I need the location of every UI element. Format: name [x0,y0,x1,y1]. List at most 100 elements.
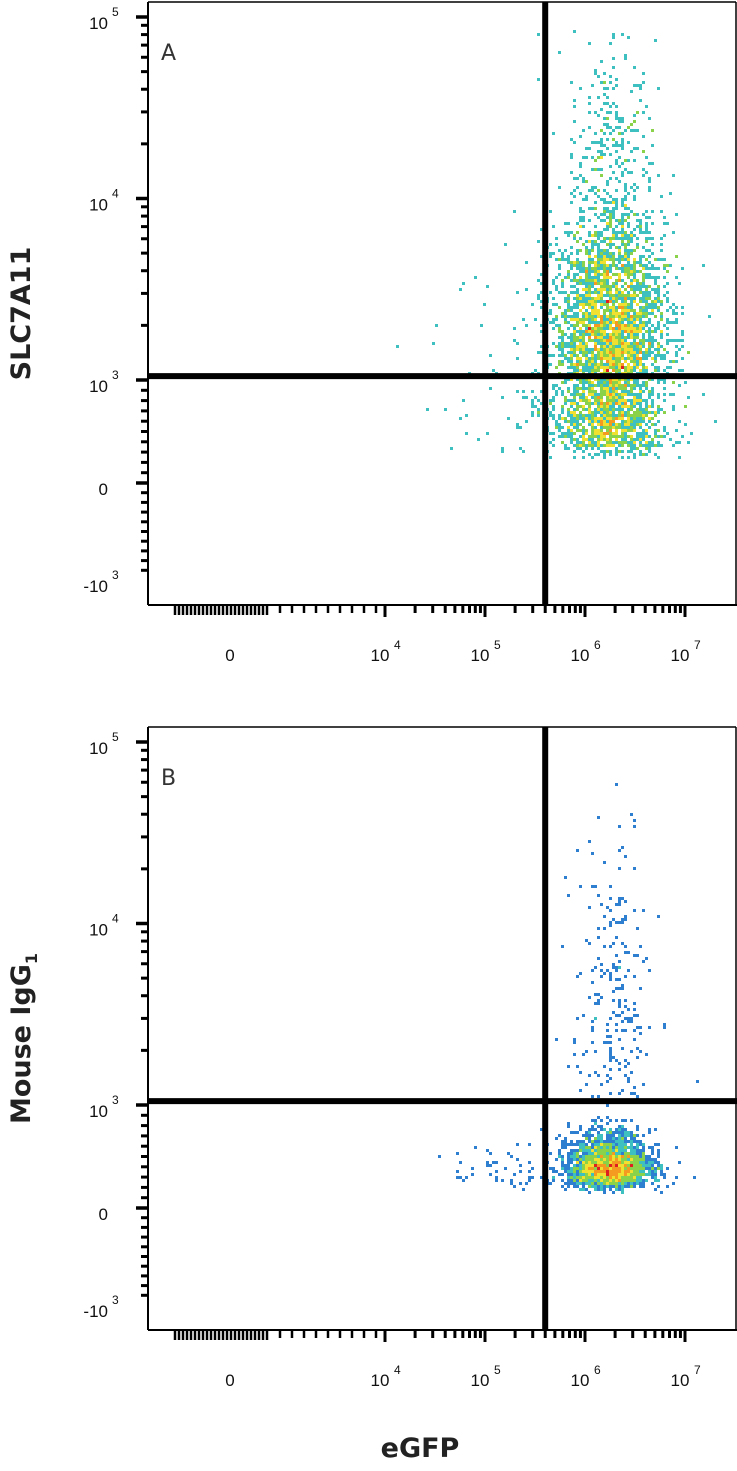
scatter-point [621,201,624,204]
scatter-point [642,1143,645,1146]
scatter-point [645,171,648,174]
scatter-point [549,411,552,414]
scatter-point [642,1158,645,1161]
scatter-point [579,333,582,336]
scatter-point [612,414,615,417]
scatter-point [456,1170,459,1173]
scatter-point [651,363,654,366]
scatter-point [594,366,597,369]
scatter-point [585,1179,588,1182]
scatter-point [651,438,654,441]
scatter-point [642,279,645,282]
scatter-point [558,330,561,333]
scatter-point [633,438,636,441]
scatter-point [621,444,624,447]
scatter-point [432,342,435,345]
scatter-point [609,252,612,255]
scatter-point [651,1182,654,1185]
scatter-point [630,315,633,318]
scatter-point [624,168,627,171]
y-tick-label: 0 [99,480,108,499]
scatter-point [531,414,534,417]
scatter-point [621,267,624,270]
scatter-point [579,1179,582,1182]
scatter-point [579,381,582,384]
scatter-point [591,84,594,87]
scatter-point [606,207,609,210]
scatter-point [609,288,612,291]
scatter-point [633,309,636,312]
scatter-point [621,336,624,339]
scatter-point [585,381,588,384]
scatter-point [522,318,525,321]
scatter-point [636,237,639,240]
scatter-point [585,357,588,360]
scatter-point [702,393,705,396]
scatter-point [567,432,570,435]
scatter-point [603,264,606,267]
scatter-point [603,309,606,312]
scatter-point [585,270,588,273]
scatter-point [645,228,648,231]
scatter-point [591,1170,594,1173]
scatter-point [561,390,564,393]
scatter-point [642,363,645,366]
scatter-point [591,423,594,426]
scatter-point [627,1155,630,1158]
scatter-point [624,243,627,246]
scatter-point [657,378,660,381]
scatter-point [600,351,603,354]
scatter-point [606,126,609,129]
scatter-point [615,294,618,297]
scatter-point [597,216,600,219]
scatter-point [573,1053,576,1056]
scatter-point [600,279,603,282]
scatter-point [516,426,519,429]
scatter-point [654,276,657,279]
scatter-point [624,1146,627,1149]
scatter-point [561,291,564,294]
scatter-point [603,228,606,231]
scatter-point [645,300,648,303]
scatter-point [576,405,579,408]
scatter-point [648,426,651,429]
scatter-point [672,408,675,411]
scatter-point [585,303,588,306]
scatter-point [588,423,591,426]
scatter-point [600,261,603,264]
scatter-point [594,312,597,315]
scatter-point [561,258,564,261]
scatter-point [606,1173,609,1176]
scatter-point [621,417,624,420]
scatter-point [612,444,615,447]
scatter-point [582,420,585,423]
scatter-point [657,420,660,423]
scatter-point [639,435,642,438]
scatter-point [576,438,579,441]
scatter-point [552,444,555,447]
scatter-point [522,390,525,393]
scatter-point [594,1179,597,1182]
scatter-point [654,432,657,435]
scatter-point [588,1137,591,1140]
scatter-point [633,1008,636,1011]
scatter-point [582,417,585,420]
scatter-point [624,1134,627,1137]
scatter-point [600,393,603,396]
scatter-point [576,369,579,372]
scatter-point [636,1125,639,1128]
scatter-point [657,327,660,330]
scatter-point [537,408,540,411]
scatter-point [636,927,639,930]
scatter-point [627,336,630,339]
scatter-point [648,441,651,444]
scatter-point [621,117,624,120]
scatter-point [561,381,564,384]
scatter-point [585,318,588,321]
scatter-point [567,234,570,237]
scatter-point [642,255,645,258]
scatter-point [612,1185,615,1188]
scatter-point [567,336,570,339]
scatter-point [573,402,576,405]
scatter-point [609,42,612,45]
